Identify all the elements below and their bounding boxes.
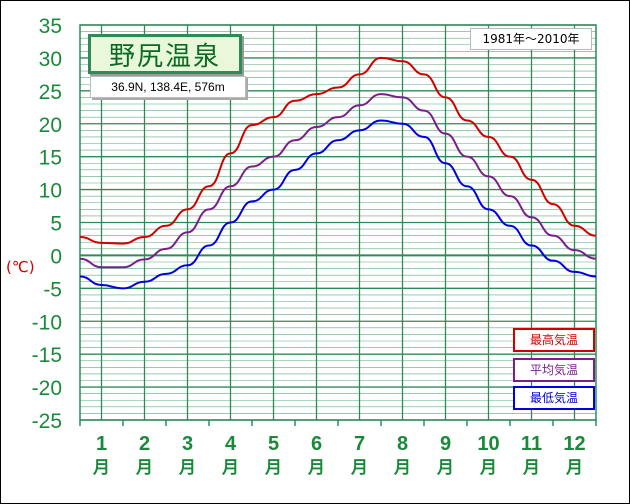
x-tick-label: 10	[477, 433, 499, 455]
x-tick-label: 4	[225, 433, 237, 455]
y-tick-label: 0	[50, 245, 62, 268]
x-tick-label: 8	[397, 433, 408, 455]
chart-title: 野尻温泉	[108, 41, 221, 72]
x-tick-label: 9	[440, 433, 451, 455]
legend-max-label: 最高気温	[529, 333, 578, 347]
x-tick-label-unit: 月	[436, 458, 454, 478]
max-temp-line	[79, 56, 597, 245]
y-tick-label: 5	[50, 213, 62, 236]
y-tick-label: 20	[39, 114, 62, 137]
x-tick-label-unit: 月	[135, 458, 153, 478]
legend-avg-label: 平均気温	[529, 363, 578, 377]
y-tick-label: 25	[39, 81, 62, 104]
x-tick-label-unit: 月	[221, 458, 239, 478]
y-tick-label: 10	[39, 180, 62, 203]
title-box: 野尻温泉	[88, 34, 242, 74]
y-tick-label: -15	[32, 344, 62, 367]
x-tick-label-unit: 月	[307, 458, 325, 478]
avg-temp-line	[79, 93, 597, 269]
x-tick-label-unit: 月	[479, 458, 497, 478]
x-tick-label-unit: 月	[92, 458, 110, 478]
x-tick-label-unit: 月	[565, 458, 583, 478]
y-tick-label: -10	[32, 311, 62, 334]
x-tick-label-unit: 月	[522, 458, 540, 478]
x-tick-label: 2	[139, 433, 150, 455]
y-tick-label: -5	[43, 278, 62, 301]
y-tick-label: 35	[39, 15, 62, 38]
x-tick-label: 3	[182, 433, 193, 455]
location-label: 36.9N, 138.4E, 576m	[90, 76, 246, 98]
legend-min-label: 最低気温	[529, 391, 578, 405]
x-tick-label: 7	[354, 433, 365, 455]
min-temp-line	[79, 119, 597, 290]
x-tick-label: 12	[563, 433, 585, 455]
x-tick-label: 11	[521, 433, 542, 455]
legend-min: 最低気温	[513, 386, 595, 410]
y-unit-label: (℃)	[6, 258, 35, 276]
x-tick-label: 1	[96, 433, 107, 455]
legend-avg: 平均気温	[513, 358, 595, 382]
y-tick-label: 30	[39, 48, 62, 71]
y-tick-label: -25	[32, 410, 62, 433]
x-tick-label-unit: 月	[178, 458, 196, 478]
x-tick-label: 6	[311, 433, 322, 455]
y-tick-label: 15	[39, 147, 62, 170]
y-tick-label: -20	[32, 377, 62, 400]
x-tick-label-unit: 月	[393, 458, 411, 478]
x-tick-label-unit: 月	[264, 458, 282, 478]
legend-max: 最高気温	[513, 328, 595, 352]
x-tick-label: 5	[268, 433, 279, 455]
period-label: 1981年〜2010年	[470, 28, 592, 50]
x-tick-label-unit: 月	[350, 458, 368, 478]
